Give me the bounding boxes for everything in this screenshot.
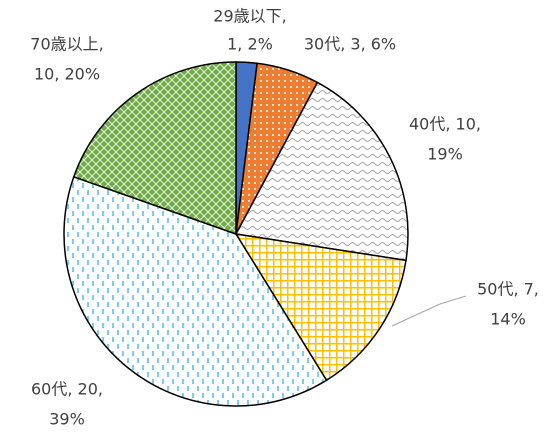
pie-slice — [234, 233, 407, 382]
leader-line — [391, 295, 467, 327]
data-label: 29歳以下, — [213, 7, 286, 26]
data-label: 10, 20% — [34, 65, 100, 84]
pie-slice — [234, 81, 409, 262]
data-label: 60代, 20, — [31, 380, 103, 399]
data-label: 50代, 7, — [477, 280, 539, 299]
pie-slice — [63, 175, 328, 407]
data-label: 70歳以上, — [30, 35, 103, 54]
data-label: 40代, 10, — [409, 115, 481, 134]
data-label: 1, 2% — [227, 35, 273, 54]
data-label: 39% — [49, 410, 85, 429]
pie-slice — [72, 61, 237, 236]
data-label: 14% — [490, 310, 526, 329]
data-label: 30代, 3, 6% — [304, 35, 396, 54]
data-label: 19% — [427, 145, 463, 164]
